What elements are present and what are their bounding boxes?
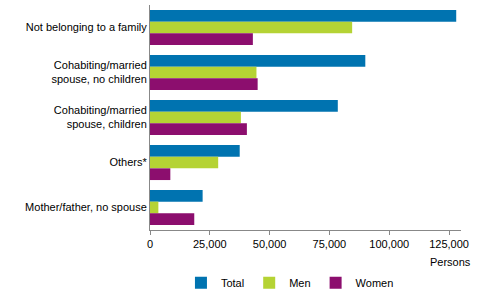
svg-text:100,000: 100,000 xyxy=(369,238,409,250)
svg-text:Total: Total xyxy=(221,277,244,289)
svg-text:Not belonging to a family: Not belonging to a family xyxy=(26,21,148,33)
svg-text:Persons: Persons xyxy=(430,256,471,268)
svg-text:25,000: 25,000 xyxy=(193,238,227,250)
svg-text:75,000: 75,000 xyxy=(313,238,347,250)
svg-text:0: 0 xyxy=(147,238,153,250)
svg-text:Men: Men xyxy=(289,277,310,289)
svg-text:125,000: 125,000 xyxy=(429,238,469,250)
svg-text:Cohabiting/marriedspouse, no c: Cohabiting/marriedspouse, no children xyxy=(51,59,146,85)
svg-text:Others*: Others* xyxy=(110,156,148,168)
svg-text:Mother/father, no spouse: Mother/father, no spouse xyxy=(25,201,147,213)
svg-text:Women: Women xyxy=(356,277,394,289)
svg-text:50,000: 50,000 xyxy=(253,238,287,250)
svg-text:Cohabiting/marriedspouse, chil: Cohabiting/marriedspouse, children xyxy=(54,104,147,130)
